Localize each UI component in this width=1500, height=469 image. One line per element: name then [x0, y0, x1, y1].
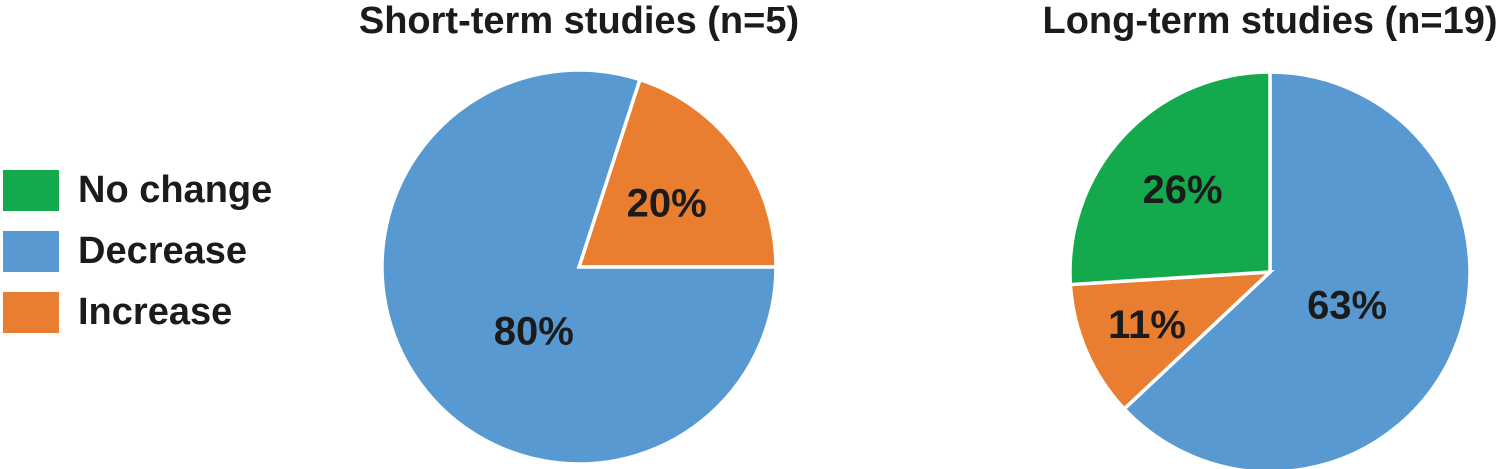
pie-slice-no-change — [1068, 70, 1272, 287]
pie-chart-short-term: 20% 80% — [380, 68, 778, 469]
slice-data-label-decrease: 63% — [1307, 283, 1387, 327]
legend-item-no-change: No change — [3, 170, 272, 211]
pie-slice-increase — [1068, 269, 1275, 412]
slice-data-label-decrease: 80% — [494, 310, 574, 354]
slice-data-label-increase: 20% — [627, 181, 707, 225]
slice-data-label-increase: 11% — [1108, 303, 1186, 347]
legend-label-decrease: Decrease — [78, 230, 248, 272]
pie-slice-decrease — [1121, 70, 1472, 469]
legend-swatch-decrease — [3, 231, 59, 272]
legend: No change Decrease Increase — [3, 170, 272, 333]
legend-label-no-change: No change — [78, 169, 273, 211]
legend-item-increase: Increase — [3, 292, 272, 333]
chart-title-short-term: Short-term studies (n=5) — [358, 0, 800, 42]
pie-svg: 20% 80% — [380, 68, 778, 466]
legend-swatch-no-change — [3, 170, 59, 211]
pie-slice-decrease — [380, 68, 778, 466]
legend-label-increase: Increase — [78, 291, 233, 333]
pie-svg: 63% 11% 26% — [1068, 70, 1472, 469]
legend-swatch-increase — [3, 292, 59, 333]
legend-item-decrease: Decrease — [3, 231, 272, 272]
pie-chart-long-term: 63% 11% 26% — [1068, 70, 1472, 469]
chart-title-long-term: Long-term studies (n=19) — [1042, 0, 1498, 42]
pie-slice-increase — [576, 77, 778, 269]
slice-data-label-no-change: 26% — [1142, 168, 1222, 212]
